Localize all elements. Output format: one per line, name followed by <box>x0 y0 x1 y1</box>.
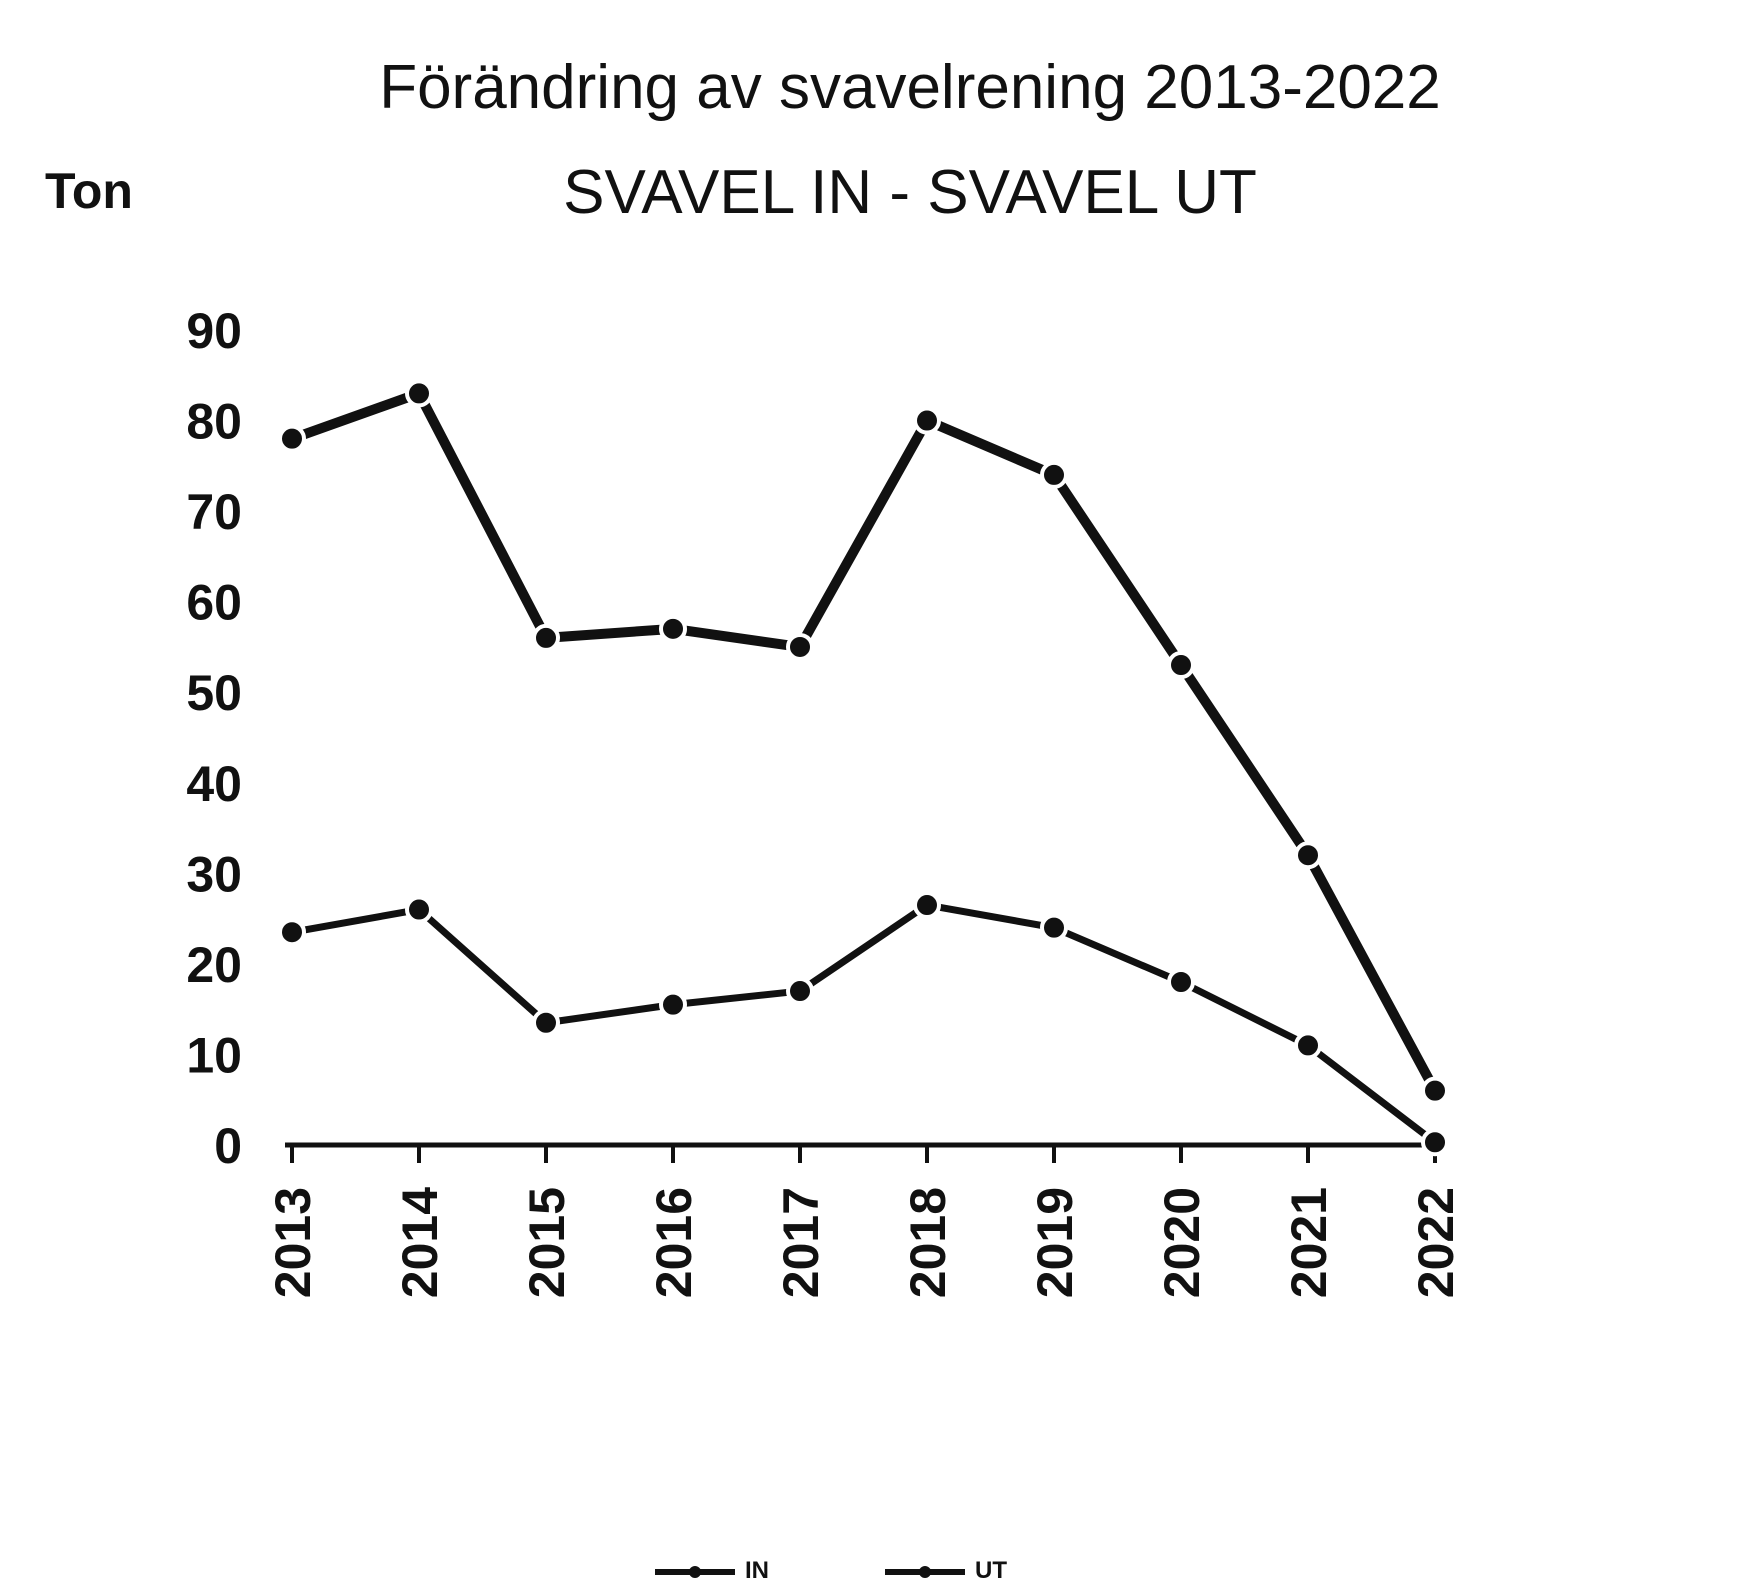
x-tick-label: 2020 <box>1154 1187 1210 1298</box>
legend-marker <box>689 1566 701 1578</box>
x-tick-label: 2016 <box>646 1187 702 1298</box>
data-point <box>278 424 306 453</box>
data-point <box>1167 651 1195 680</box>
y-tick-label: 60 <box>186 575 242 631</box>
data-point <box>405 379 433 408</box>
data-point <box>913 891 941 920</box>
data-point <box>786 977 814 1006</box>
x-tick-label: 2013 <box>265 1187 321 1298</box>
legend-marker <box>919 1566 931 1578</box>
y-tick-label: 30 <box>186 846 242 902</box>
y-tick-label: 20 <box>186 937 242 993</box>
y-tick-label: 10 <box>186 1027 242 1083</box>
data-point <box>1040 913 1068 942</box>
series-line <box>291 901 1438 1146</box>
y-tick-label: 80 <box>186 394 242 450</box>
x-tick-label: 2018 <box>900 1187 956 1298</box>
data-point <box>405 895 433 924</box>
data-point <box>1040 460 1068 489</box>
data-point <box>659 614 687 643</box>
data-point <box>1421 1076 1449 1105</box>
data-point <box>659 990 687 1019</box>
x-tick-label: 2014 <box>392 1187 448 1298</box>
data-point <box>532 623 560 652</box>
x-tick-label: 2021 <box>1281 1187 1337 1298</box>
y-axis-label: Ton <box>45 163 133 219</box>
data-point <box>532 1008 560 1037</box>
data-point <box>1294 841 1322 870</box>
y-tick-label: 0 <box>214 1118 242 1174</box>
data-point <box>1294 1031 1322 1060</box>
y-tick-label: 90 <box>186 303 242 359</box>
data-point <box>1421 1128 1449 1157</box>
data-point <box>278 918 306 947</box>
data-point <box>1167 968 1195 996</box>
y-tick-label: 50 <box>186 665 242 721</box>
x-tick-label: 2019 <box>1027 1187 1083 1298</box>
data-point <box>786 632 814 661</box>
y-tick-label: 70 <box>186 484 242 540</box>
series-line <box>290 388 1440 1094</box>
legend-label: IN <box>745 1557 769 1584</box>
chart-subtitle: SVAVEL IN - SVAVEL UT <box>563 158 1257 227</box>
data-point <box>913 406 941 435</box>
y-tick-label: 40 <box>186 756 242 812</box>
x-tick-label: 2022 <box>1408 1187 1464 1298</box>
x-tick-label: 2015 <box>519 1187 575 1298</box>
x-tick-label: 2017 <box>773 1187 829 1298</box>
chart-title: Förändring av svavelrening 2013-2022 <box>379 53 1441 122</box>
legend-label: UT <box>975 1557 1007 1584</box>
